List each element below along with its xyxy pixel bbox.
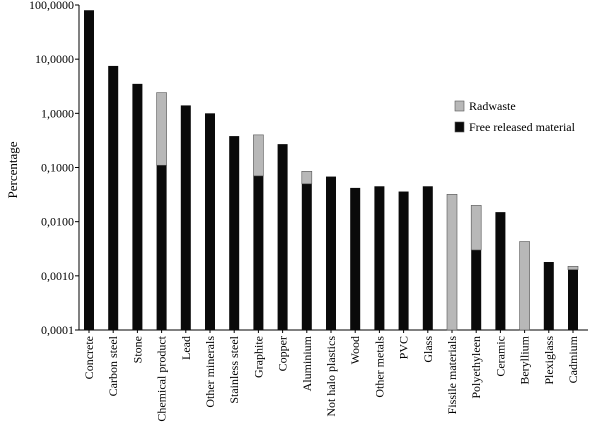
x-tick-label: Stone [130, 336, 144, 363]
y-axis-title: Percentage [5, 141, 20, 198]
x-tick-label: Lead [179, 336, 193, 360]
x-tick-label: Graphite [251, 336, 265, 378]
bar-free-released [84, 10, 94, 330]
bar-free-released [205, 113, 215, 330]
bar-free-released [568, 269, 578, 330]
bar-radwaste [253, 134, 264, 177]
bar-radwaste [567, 265, 579, 270]
bar-free-released [374, 186, 385, 330]
x-tick-label: Cadmium [566, 335, 580, 383]
x-axis [79, 329, 588, 333]
bars [84, 10, 579, 331]
x-tick-label: Polyethyleen [469, 336, 483, 399]
bar-free-released [277, 144, 288, 330]
legend: Radwaste Free released material [454, 99, 576, 134]
x-tick-label: Beryllium [518, 335, 532, 384]
x-tick-labels: Concrete Carbon steel Stone Chemical produc… [82, 335, 580, 421]
bar-free-released [543, 262, 554, 330]
x-tick-label: Wood [348, 336, 362, 364]
x-tick-label: PVC [397, 336, 411, 359]
bar-radwaste [519, 241, 530, 331]
x-tick-label: Fissile materials [445, 336, 459, 415]
bar-free-released [253, 175, 264, 330]
bar-free-released [108, 65, 119, 331]
x-tick-label: Copper [276, 336, 290, 371]
bar-free-released [350, 187, 361, 330]
bar-free-released [229, 136, 240, 330]
x-tick-label: Chemical product [155, 335, 169, 421]
y-tick-label: 0,0001 [41, 323, 74, 337]
y-tick-label: 0,1000 [41, 161, 74, 175]
bar-free-released [422, 186, 433, 330]
bar-radwaste [470, 205, 482, 251]
bar-free-released [180, 105, 191, 331]
y-tick-label: 100,0000 [29, 0, 74, 12]
y-tick-label: 1,0000 [41, 106, 74, 120]
x-tick-label: Carbon steel [106, 335, 120, 396]
bar-radwaste [446, 194, 458, 331]
bar-free-released [326, 176, 336, 330]
y-axis: 100,0000 10,0000 1,0000 0,1000 0,0100 0,0010 0… [29, 0, 80, 337]
x-tick-label: Plexiglass [542, 336, 556, 385]
y-tick-label: 0,0010 [41, 269, 74, 283]
bar-free-released [495, 212, 506, 330]
x-tick-label: Other minerals [203, 336, 217, 408]
x-tick-label: Stainless steel [227, 335, 241, 403]
bar-free-released [398, 191, 409, 330]
legend-swatch [454, 100, 465, 112]
legend-label: Radwaste [469, 99, 516, 113]
x-tick-label: Not halo plastics [324, 336, 338, 417]
legend-label: Free released material [469, 120, 576, 134]
bar-free-released [132, 83, 143, 331]
x-tick-label: Aluminium [300, 335, 314, 391]
bar-radwaste [301, 171, 313, 185]
x-tick-label: Ceramic [493, 336, 507, 377]
x-tick-label: Glass [421, 336, 435, 363]
x-tick-label: Concrete [82, 336, 96, 379]
legend-swatch [454, 121, 465, 133]
bar-free-released [471, 249, 482, 330]
bar-radwaste [156, 92, 167, 166]
y-tick-label: 10,0000 [35, 52, 74, 66]
bar-free-released [301, 183, 312, 330]
bar-free-released [156, 165, 167, 330]
x-tick-label: Other metals [372, 336, 386, 398]
y-tick-label: 0,0100 [41, 215, 74, 229]
